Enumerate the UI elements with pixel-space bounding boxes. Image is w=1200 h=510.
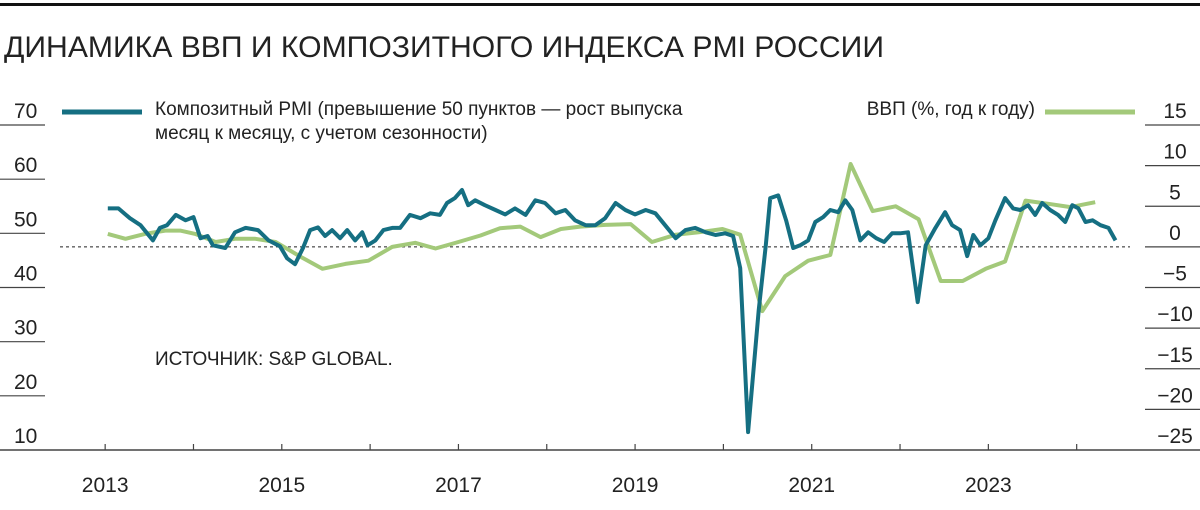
series-line: [107, 162, 1096, 314]
x-tick-label: 2019: [612, 474, 659, 497]
y2-tick-label: 10: [1163, 141, 1186, 164]
chart-title: ДИНАМИКА ВВП И КОМПОЗИТНОГО ИНДЕКСА PMI …: [4, 31, 884, 64]
y-tick-label: 10: [14, 425, 37, 448]
series-line: [107, 188, 1118, 435]
x-tick-label: 2015: [258, 474, 305, 497]
y-tick-label: 50: [14, 208, 37, 231]
y-tick-label: 20: [14, 371, 37, 394]
y-tick-label: 30: [14, 317, 37, 340]
y2-tick-label: 5: [1169, 181, 1181, 204]
y2-tick-label: −10: [1157, 303, 1193, 326]
top-rule: [0, 3, 1200, 6]
x-tick-label: 2023: [965, 474, 1012, 497]
y2-tick-label: 15: [1163, 100, 1186, 123]
y2-tick-label: 0: [1169, 222, 1181, 245]
x-tick-label: 2021: [788, 474, 835, 497]
y-tick-label: 70: [14, 100, 37, 123]
source: ИСТОЧНИК: S&P GLOBAL.: [155, 349, 393, 370]
y2-tick-label: −15: [1157, 344, 1193, 367]
x-tick-label: 2017: [435, 474, 482, 497]
legend-label: ВВП (%, год к году): [866, 99, 1035, 120]
y2-tick-label: −20: [1157, 384, 1193, 407]
legend-label: Композитный PMI (превышение 50 пунктов —…: [155, 99, 683, 144]
y2-tick-label: −25: [1157, 425, 1193, 448]
x-tick-label: 2013: [82, 474, 129, 497]
y2-tick-label: −5: [1163, 263, 1187, 286]
y-tick-label: 40: [14, 263, 37, 286]
y-tick-label: 60: [14, 154, 37, 177]
